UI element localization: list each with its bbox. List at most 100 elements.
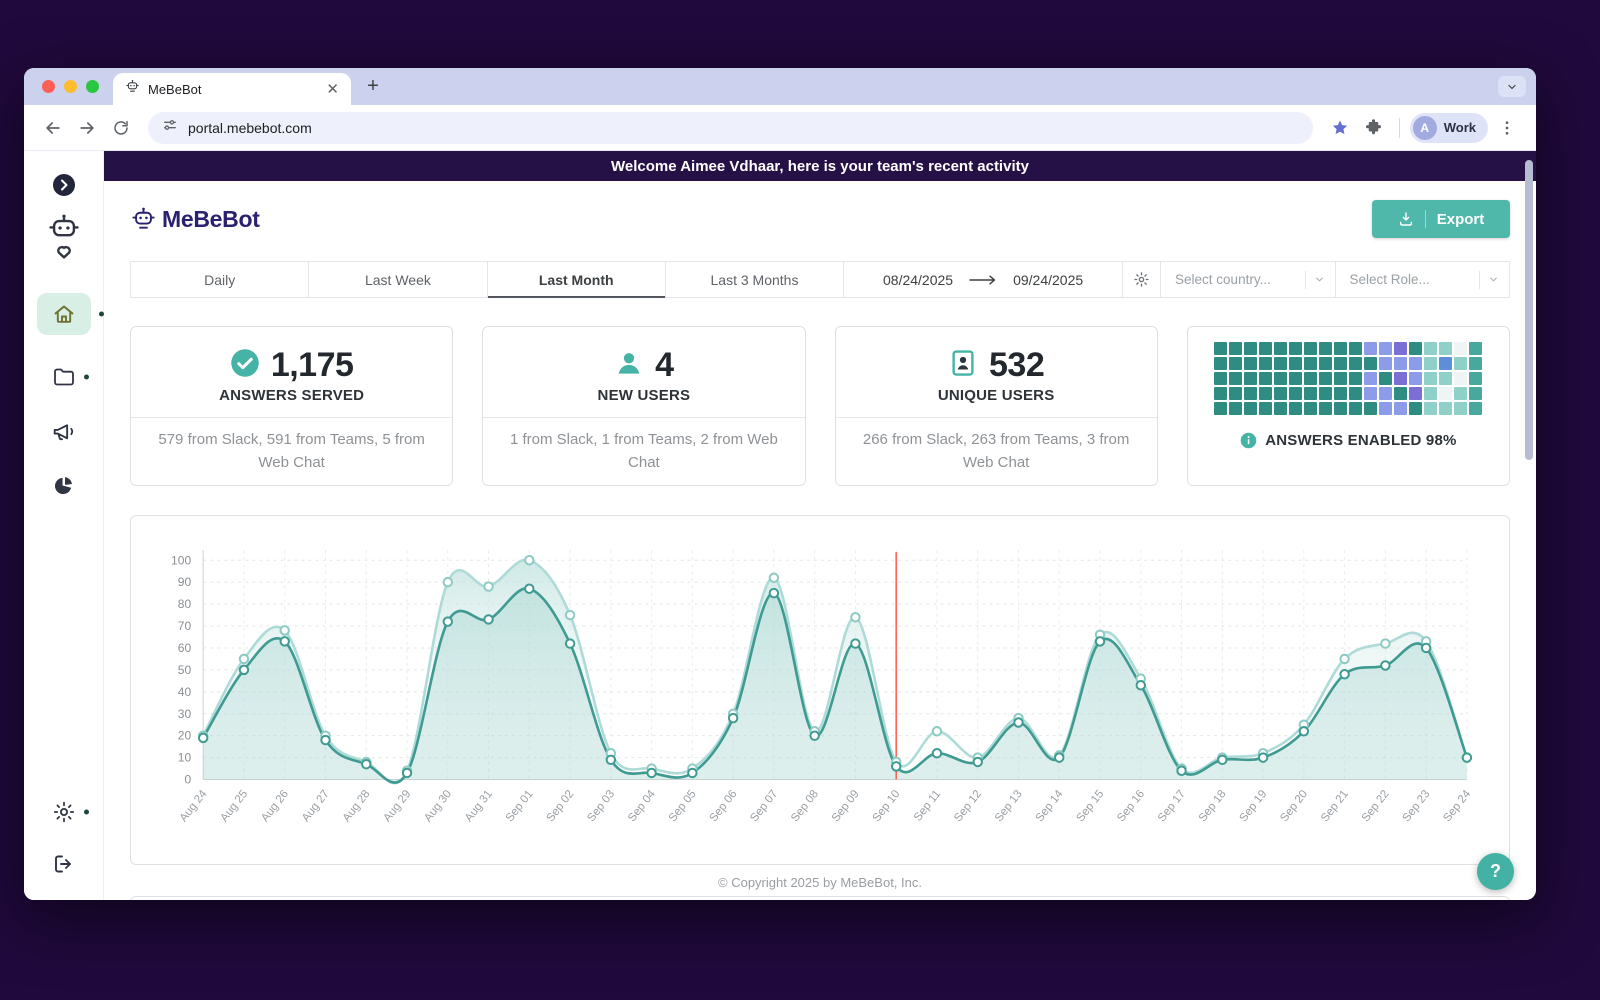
svg-text:Sep 11: Sep 11 [912,788,943,824]
reload-button[interactable] [106,113,136,143]
url-bar[interactable]: portal.mebebot.com [148,111,1313,144]
heatmap-cell [1304,372,1318,385]
svg-text:30: 30 [178,707,192,721]
date-to[interactable]: 09/24/2025 [1013,271,1084,288]
heatmap-cell [1454,402,1468,415]
heatmap-cell [1469,402,1483,415]
heatmap-cell [1289,402,1303,415]
svg-text:Aug 26: Aug 26 [259,788,291,824]
heatmap-cell [1439,342,1453,355]
heatmap-cell [1409,372,1423,385]
url-text[interactable]: portal.mebebot.com [188,119,312,136]
browser-menu-button[interactable] [1492,113,1522,143]
sidebar [24,151,104,900]
site-settings-tune-icon[interactable] [162,117,178,138]
heatmap-cell [1379,372,1393,385]
heatmap-cell [1334,357,1348,370]
forward-button[interactable] [72,113,102,143]
svg-text:0: 0 [184,773,191,787]
export-label: Export [1436,210,1485,228]
bookmark-star-button[interactable] [1325,113,1355,143]
filter-tab-last-month[interactable]: Last Month [487,262,666,298]
heatmap-cell [1349,402,1363,415]
heatmap-cell [1469,357,1483,370]
heatmap-cell [1469,342,1483,355]
puzzle-icon [1366,119,1382,135]
sidebar-item-files[interactable] [52,365,89,389]
tab-search-chevron-icon[interactable] [1498,76,1526,97]
minimize-window-button[interactable] [64,80,77,93]
page-scrollbar[interactable] [1525,160,1533,460]
svg-text:Sep 22: Sep 22 [1360,788,1392,824]
download-icon [1399,212,1412,226]
new-tab-button[interactable]: + [367,75,379,97]
pie-chart-icon [54,477,72,495]
heatmap-cell [1289,357,1303,370]
help-button[interactable]: ? [1477,853,1514,890]
stat-card-new-users: 4 NEW USERS 1 from Slack, 1 from Teams, … [482,326,806,486]
heatmap-cell [1439,357,1453,370]
sidebar-item-logout[interactable] [52,852,76,876]
activity-line-chart[interactable]: 0 10 20 30 40 50 60 70 80 90 100 Aug 24 Aug 25 Aug 26… [139,522,1501,858]
close-window-button[interactable] [42,80,55,93]
filter-settings-button[interactable] [1123,262,1162,297]
heatmap-cell [1229,357,1243,370]
heatmap-cell [1469,387,1483,400]
svg-text:100: 100 [171,553,191,567]
sidebar-item-announcements[interactable] [51,419,76,444]
heatmap-cell [1334,387,1348,400]
heatmap-cell [1424,372,1438,385]
sidebar-expand-button[interactable] [52,173,76,197]
heatmap-cell [1394,342,1408,355]
country-select[interactable]: Select country... [1161,262,1336,297]
heatmap-cell [1349,357,1363,370]
svg-text:Sep 07: Sep 07 [748,788,780,824]
heatmap-cell [1439,372,1453,385]
date-from[interactable]: 08/24/2025 [883,271,954,288]
heatmap-cell [1469,372,1483,385]
svg-text:Aug 25: Aug 25 [218,788,250,824]
svg-text:Sep 18: Sep 18 [1197,788,1229,824]
heatmap-cell [1289,342,1303,355]
heatmap-cell [1259,402,1273,415]
filter-tab-daily[interactable]: Daily [131,262,310,297]
kebab-menu-icon [1505,120,1509,135]
browser-tab-strip: MeBeBot ✕ + [24,68,1536,105]
heatmap-cell [1379,387,1393,400]
stat-detail: 1 from Slack, 1 from Teams, 2 from Web C… [483,417,805,485]
date-range-picker[interactable]: 08/24/2025 09/24/2025 [844,262,1124,297]
stat-card-answers-served: 1,175 ANSWERS SERVED 579 from Slack, 591… [130,326,454,486]
maximize-window-button[interactable] [86,80,99,93]
avatar: A [1412,115,1437,140]
sidebar-logo [46,213,82,261]
role-select[interactable]: Select Role... [1336,262,1509,297]
svg-text:50: 50 [178,663,192,677]
app-logo: MeBeBot [130,206,260,233]
files-notification-dot [83,374,89,380]
back-button[interactable] [38,113,68,143]
logo-wordmark: MeBeBot [162,205,260,232]
profile-chip[interactable]: A Work [1409,112,1488,143]
svg-text:Sep 09: Sep 09 [830,788,862,824]
filter-tab-last-3-months[interactable]: Last 3 Months [666,262,845,297]
browser-tab[interactable]: MeBeBot ✕ [113,73,351,105]
megaphone-icon [53,424,74,441]
svg-text:Sep 10: Sep 10 [871,788,903,824]
filter-gear-icon [1134,272,1149,287]
sidebar-item-reports[interactable] [52,474,75,497]
tab-close-icon[interactable]: ✕ [326,80,339,98]
extensions-button[interactable] [1359,113,1389,143]
main-area: Welcome Aimee Vdhaar, here is your team'… [104,151,1536,900]
heatmap-cell [1274,372,1288,385]
svg-text:Sep 04: Sep 04 [626,788,658,825]
svg-text:Sep 02: Sep 02 [544,788,576,824]
filter-tab-last-week[interactable]: Last Week [309,262,488,297]
sidebar-item-home[interactable] [36,293,104,335]
back-arrow-icon [46,121,60,134]
sidebar-item-settings[interactable] [52,800,89,824]
export-button[interactable]: Export [1372,200,1510,238]
heatmap-cell [1379,402,1393,415]
tab-favicon-robot-icon [125,79,140,99]
stat-label: UNIQUE USERS [937,387,1055,404]
stat-label: NEW USERS [597,387,691,404]
